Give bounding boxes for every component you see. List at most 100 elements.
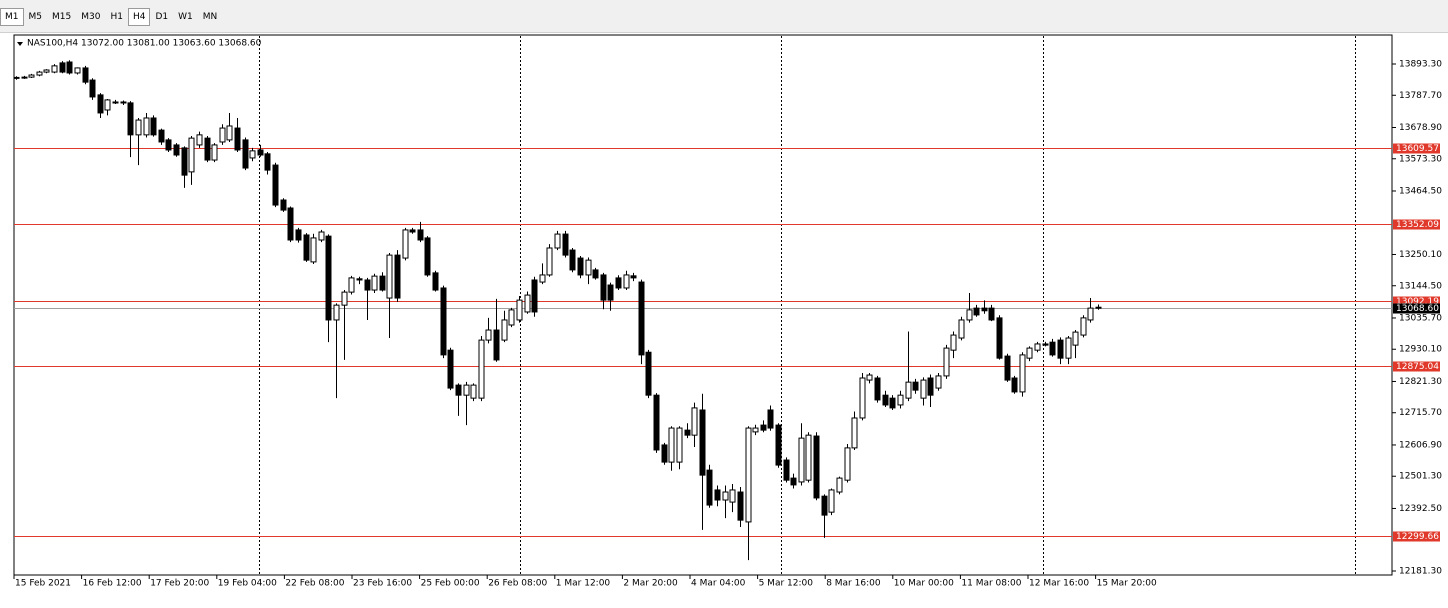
level-label: 12875.04 <box>1396 362 1439 372</box>
timeframe-button[interactable]: M1 <box>0 8 24 26</box>
candle-body <box>1019 354 1026 393</box>
candle-body <box>897 394 904 406</box>
candle-body <box>143 117 150 136</box>
candle-body <box>97 94 104 114</box>
candle-body <box>623 274 630 289</box>
candle-body <box>920 379 927 399</box>
level-label-bg <box>1393 143 1440 154</box>
candle-body <box>1011 377 1018 393</box>
level-label: 12299.66 <box>1396 532 1439 542</box>
candle-body <box>211 144 218 161</box>
candle-body <box>714 489 721 501</box>
candle-body <box>1080 317 1087 336</box>
candle-body <box>745 427 752 523</box>
candle-body <box>303 234 310 261</box>
candle-body <box>181 147 188 176</box>
candle-body <box>325 235 332 321</box>
y-tick-label: 12606.90 <box>1399 440 1442 450</box>
timeframe-button[interactable]: M5 <box>28 12 43 22</box>
y-tick-label: 13250.10 <box>1399 250 1442 260</box>
candle-body <box>501 319 508 341</box>
candle-body <box>196 134 203 146</box>
x-tick-label: 15 Feb 2021 <box>15 579 71 589</box>
y-tick-label: 13035.70 <box>1399 313 1442 323</box>
candle-body <box>135 119 142 136</box>
level-label-bg <box>1393 531 1440 542</box>
y-tick-label: 13144.50 <box>1399 281 1442 291</box>
candle-body <box>691 407 698 436</box>
candle-body <box>173 144 180 156</box>
candle-body <box>379 275 386 291</box>
x-tick-label: 16 Feb 12:00 <box>83 579 142 589</box>
x-tick-label: 23 Feb 16:00 <box>353 579 412 589</box>
candle-body <box>943 347 950 377</box>
candle-body <box>242 139 249 169</box>
candle-body <box>760 424 767 431</box>
candle-body <box>912 381 919 391</box>
menu-arrow[interactable] <box>17 42 23 46</box>
candle-body <box>287 207 294 241</box>
level-label-bg <box>1393 296 1440 307</box>
candle-body <box>409 229 416 233</box>
candles <box>13 60 1102 561</box>
candle-body <box>798 437 805 483</box>
candle-body <box>958 319 965 339</box>
candle-body <box>676 427 683 463</box>
candle-body <box>1057 339 1064 359</box>
candle-body <box>668 427 675 463</box>
toolbar: M1 M5 M15 M30 H1 H4 D1 W1 MN <box>0 0 1448 33</box>
candle-body <box>51 65 58 73</box>
timeframe-button[interactable]: H1 <box>110 12 123 22</box>
y-tick-label: 12715.70 <box>1399 408 1442 418</box>
y-tick-label: 12930.10 <box>1399 345 1442 355</box>
candle-body <box>478 339 485 399</box>
candle-body <box>805 434 812 481</box>
candle-body <box>402 229 409 259</box>
candle-body <box>424 237 431 276</box>
candle-body <box>516 299 523 321</box>
candle-body <box>790 477 797 486</box>
candle-body <box>775 424 782 466</box>
y-tick-label: 13678.90 <box>1399 123 1442 133</box>
candle-body <box>59 62 66 73</box>
chart-title: NAS100,H4 13072.00 13081.00 13063.60 130… <box>27 39 262 49</box>
level-label: 13609.57 <box>1396 144 1439 154</box>
candle-body <box>562 233 569 256</box>
candle-body <box>470 384 477 399</box>
current-price-bg <box>1393 303 1440 314</box>
candle-body <box>988 307 995 321</box>
candle-body <box>508 309 515 326</box>
y-tick-label: 12821.30 <box>1399 377 1442 387</box>
timeframe-button[interactable]: MN <box>202 12 218 22</box>
candle-body <box>333 304 340 321</box>
y-tick-label: 13573.30 <box>1399 154 1442 164</box>
candle-body <box>539 274 546 283</box>
candle-body <box>1072 331 1079 346</box>
candle-body <box>249 150 256 159</box>
y-tick-label: 12181.30 <box>1399 567 1442 577</box>
timeframe-button[interactable]: M15 <box>52 12 72 22</box>
timeframe-button[interactable]: M30 <box>81 12 101 22</box>
candle-body <box>158 129 165 143</box>
candle-body <box>257 149 264 156</box>
candle-body <box>66 61 73 74</box>
candle-body <box>889 397 896 409</box>
candle-body <box>752 427 759 433</box>
candle-body <box>1026 347 1033 359</box>
candle-body <box>318 231 325 241</box>
y-tick-label: 13787.70 <box>1399 91 1442 101</box>
candle-body <box>432 272 439 291</box>
timeframe-button[interactable]: D1 <box>155 12 169 22</box>
timeframe-button[interactable]: H4 <box>127 8 151 26</box>
timeframe-button[interactable]: W1 <box>178 12 193 22</box>
candle-body <box>546 247 553 276</box>
candle-body <box>356 278 363 281</box>
candle-body <box>1049 341 1056 356</box>
candle-body <box>82 67 89 83</box>
candle-body <box>927 377 934 396</box>
candle-body <box>280 199 287 211</box>
candle-body <box>783 459 790 481</box>
candle-body <box>706 469 713 506</box>
candle-body <box>36 71 43 76</box>
